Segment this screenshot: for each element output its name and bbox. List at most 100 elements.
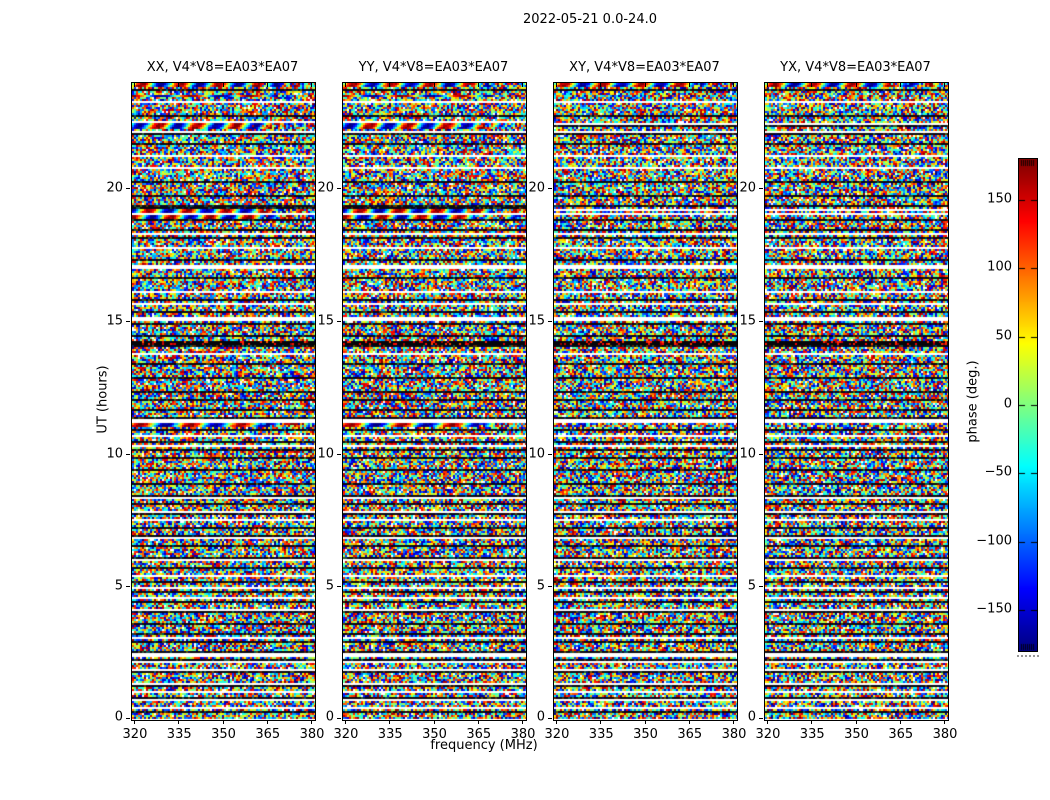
- x-tick-label: 365: [888, 727, 914, 742]
- x-tick: [688, 83, 690, 87]
- x-tick: [766, 720, 768, 724]
- y-tick: [548, 586, 552, 588]
- x-tick: [733, 720, 735, 724]
- panel-frame: [764, 82, 949, 721]
- x-tick-label: 380: [932, 727, 958, 742]
- heatmap-panel: XX, V4*V8=EA03*EA07 320 335 350 365 380 0 5 10 1…: [106, 60, 324, 742]
- x-tick: [133, 83, 135, 87]
- y-tick: [126, 586, 130, 588]
- x-tick: [311, 720, 313, 724]
- x-tick: [944, 83, 946, 87]
- x-tick-label: 365: [466, 727, 492, 742]
- x-tick: [555, 83, 557, 87]
- y-tick-label: 20: [106, 180, 123, 196]
- x-tick: [178, 83, 180, 87]
- x-tick-label: 335: [166, 727, 192, 742]
- x-tick: [311, 83, 313, 87]
- y-tick: [126, 453, 130, 455]
- y-tick: [759, 586, 763, 588]
- y-tick: [126, 188, 130, 190]
- x-tick: [811, 83, 813, 87]
- heatmap-canvas: [765, 83, 948, 720]
- x-tick: [944, 720, 946, 724]
- x-tick-label: 320: [544, 727, 570, 742]
- x-tick-label: 320: [333, 727, 359, 742]
- y-tick-label: 10: [317, 446, 334, 462]
- x-tick-label: 350: [422, 727, 447, 742]
- y-tick: [759, 453, 763, 455]
- y-tick: [548, 718, 552, 719]
- colorbar-tick-label: 0: [1003, 396, 1012, 412]
- x-tick: [855, 720, 857, 724]
- y-tick: [126, 320, 130, 322]
- x-tick-label: 350: [633, 727, 658, 742]
- figure-title: 2022-05-21 0.0-24.0: [523, 12, 657, 27]
- y-tick: [548, 453, 552, 455]
- heatmap-panel: YX, V4*V8=EA03*EA07 320 335 350 365 380 0 5 10 1…: [739, 60, 957, 742]
- x-tick: [477, 83, 479, 87]
- y-tick: [337, 320, 341, 322]
- x-tick: [644, 720, 646, 724]
- panel-frame: [131, 82, 316, 721]
- y-tick-label: 10: [528, 446, 545, 462]
- heatmap-canvas: [554, 83, 737, 720]
- heatmap-canvas: [343, 83, 526, 720]
- y-tick-label: 15: [317, 313, 334, 329]
- x-tick: [178, 720, 180, 724]
- heatmap-panel: YY, V4*V8=EA03*EA07 320 335 350 365 380 0 5 10 1…: [317, 60, 535, 742]
- x-tick-label: 335: [799, 727, 825, 742]
- colorbar-tick-label: 100: [987, 259, 1012, 275]
- heatmap-panel: XY, V4*V8=EA03*EA07 320 335 350 365 380 0 5 10 1…: [528, 60, 746, 742]
- y-tick: [337, 453, 341, 455]
- colorbar-tick-label: 50: [995, 328, 1012, 344]
- x-tick: [522, 720, 524, 724]
- x-tick-label: 335: [588, 727, 614, 742]
- x-tick: [899, 720, 901, 724]
- y-tick-label: 20: [317, 180, 334, 196]
- x-tick: [644, 83, 646, 87]
- colorbar-tick-label: −100: [976, 533, 1012, 549]
- x-tick: [433, 720, 435, 724]
- colorbar-canvas: [1019, 159, 1037, 651]
- y-tick: [126, 718, 130, 719]
- x-tick: [266, 720, 268, 724]
- colorbar-tick-label: −50: [984, 464, 1012, 480]
- x-tick: [222, 83, 224, 87]
- y-tick: [759, 188, 763, 190]
- colorbar-tick-label: −150: [976, 601, 1012, 617]
- y-tick: [337, 586, 341, 588]
- x-tick-label: 365: [255, 727, 281, 742]
- x-tick: [733, 83, 735, 87]
- x-tick-label: 380: [721, 727, 747, 742]
- x-tick: [522, 83, 524, 87]
- x-tick: [600, 83, 602, 87]
- y-tick-label: 5: [536, 578, 545, 594]
- panel-title: XX, V4*V8=EA03*EA07: [146, 60, 299, 75]
- x-tick: [389, 720, 391, 724]
- x-tick-label: 320: [122, 727, 148, 742]
- x-tick: [855, 83, 857, 87]
- x-tick-label: 380: [299, 727, 325, 742]
- x-tick: [389, 83, 391, 87]
- y-tick: [548, 188, 552, 190]
- x-tick: [344, 83, 346, 87]
- y-tick-label: 10: [739, 446, 756, 462]
- x-tick-label: 350: [844, 727, 869, 742]
- y-tick: [759, 320, 763, 322]
- x-tick-label: 350: [211, 727, 236, 742]
- y-tick-label: 0: [747, 709, 756, 725]
- colorbar-frame: [1018, 158, 1038, 652]
- x-tick: [899, 83, 901, 87]
- x-tick: [477, 720, 479, 724]
- y-tick-label: 5: [114, 578, 123, 594]
- colorbar-tick-label: 150: [987, 191, 1012, 207]
- x-tick: [555, 720, 557, 724]
- x-tick: [266, 83, 268, 87]
- x-tick: [133, 720, 135, 724]
- x-tick-label: 380: [510, 727, 536, 742]
- panel-title: YX, V4*V8=EA03*EA07: [780, 60, 931, 75]
- x-tick: [433, 83, 435, 87]
- x-tick: [688, 720, 690, 724]
- y-tick-label: 5: [747, 578, 756, 594]
